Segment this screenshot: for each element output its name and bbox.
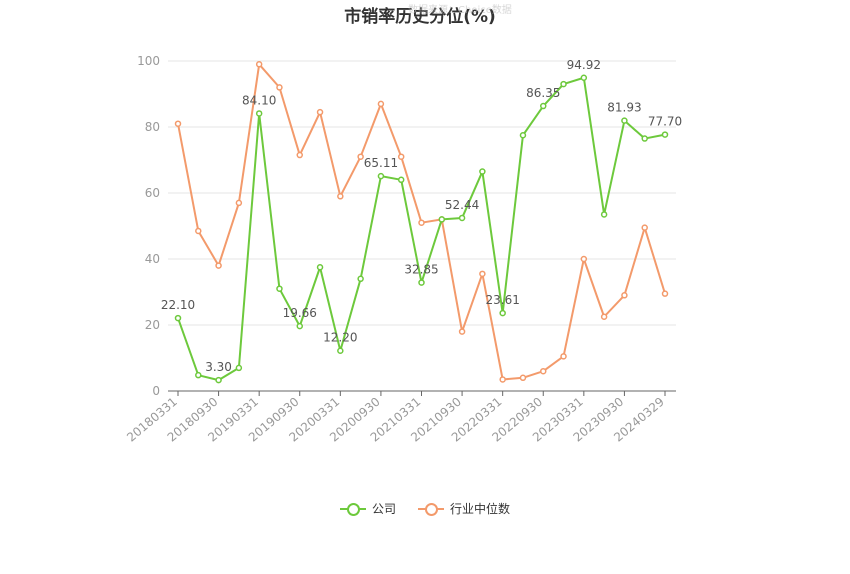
data-point-industry-median[interactable] (458, 328, 466, 335)
data-point-industry-median[interactable] (641, 224, 648, 231)
data-point-industry-median[interactable] (499, 376, 506, 383)
y-tick-label: 60 (145, 186, 160, 200)
watermark-text: 数据来源：Choice数据 (408, 3, 512, 16)
data-point-company[interactable] (235, 364, 243, 372)
data-label: 81.93 (607, 101, 641, 115)
data-point-company[interactable] (438, 216, 446, 223)
data-point-industry-median[interactable] (661, 290, 669, 297)
y-tick-label: 20 (145, 318, 160, 332)
data-point-company[interactable] (458, 214, 466, 222)
data-label: 32.85 (404, 263, 438, 277)
legend-label-company: 公司 (371, 502, 396, 516)
data-point-industry-median[interactable] (276, 84, 283, 91)
data-point-industry-median[interactable] (255, 61, 263, 68)
data-label: 12.20 (323, 331, 357, 345)
legend-item-company[interactable]: 公司 (339, 500, 396, 517)
data-point-company[interactable] (418, 279, 425, 286)
data-label: 84.10 (242, 93, 276, 107)
data-point-industry-median[interactable] (195, 227, 202, 235)
data-point-industry-median[interactable] (600, 313, 608, 320)
data-point-company[interactable] (560, 80, 567, 88)
data-point-company[interactable] (316, 264, 324, 271)
data-point-industry-median[interactable] (580, 255, 588, 263)
data-point-company[interactable] (600, 211, 608, 218)
legend-item-industry-median[interactable]: 行业中位数 (418, 500, 510, 517)
data-point-company[interactable] (174, 314, 182, 322)
data-point-industry-median[interactable] (621, 292, 628, 299)
chart-title: 市销率历史分位(%) (344, 7, 496, 27)
data-point-industry-median[interactable] (235, 199, 243, 207)
data-label: 22.10 (161, 298, 195, 312)
chart-legend: 公司 行业中位数 (0, 500, 850, 517)
data-point-company[interactable] (641, 135, 648, 142)
data-point-company[interactable] (499, 309, 506, 317)
legend-swatch-company-icon (339, 502, 366, 516)
data-point-company[interactable] (479, 168, 486, 175)
data-point-company[interactable] (580, 74, 588, 82)
data-point-industry-median[interactable] (296, 151, 303, 159)
y-tick-label: 80 (145, 120, 160, 134)
data-label: 19.66 (283, 306, 317, 320)
data-label: 3.30 (205, 360, 232, 374)
data-point-industry-median[interactable] (397, 153, 405, 160)
data-label: 77.70 (648, 115, 682, 129)
data-point-industry-median[interactable] (418, 219, 425, 226)
y-tick-label: 100 (137, 54, 160, 68)
data-point-company[interactable] (357, 275, 364, 283)
data-point-company[interactable] (397, 176, 405, 184)
data-label: 65.11 (364, 156, 398, 170)
data-label: 86.35 (526, 86, 560, 100)
data-point-industry-median[interactable] (316, 108, 324, 116)
data-point-industry-median[interactable] (479, 270, 486, 278)
data-point-company[interactable] (540, 102, 547, 110)
data-point-industry-median[interactable] (377, 100, 385, 108)
data-point-company[interactable] (296, 322, 303, 330)
data-point-company[interactable] (621, 117, 628, 124)
data-point-industry-median[interactable] (560, 353, 567, 360)
data-point-company[interactable] (195, 371, 202, 379)
data-point-company[interactable] (661, 131, 669, 138)
y-tick-label: 0 (152, 384, 160, 398)
data-point-industry-median[interactable] (519, 374, 527, 382)
data-label: 23.61 (485, 293, 519, 307)
data-point-company[interactable] (337, 347, 344, 354)
data-point-company[interactable] (215, 376, 222, 384)
data-point-company[interactable] (276, 285, 283, 292)
y-tick-label: 40 (145, 252, 160, 266)
data-point-industry-median[interactable] (357, 153, 364, 160)
data-point-company[interactable] (377, 172, 385, 180)
data-point-industry-median[interactable] (215, 262, 222, 269)
legend-swatch-industry-icon (418, 502, 444, 516)
data-label: 52.44 (445, 198, 479, 212)
data-label: 94.92 (567, 58, 601, 72)
data-point-industry-median[interactable] (174, 120, 182, 127)
legend-label-industry-median: 行业中位数 (450, 502, 511, 516)
data-point-company[interactable] (255, 110, 263, 117)
data-point-industry-median[interactable] (540, 367, 547, 375)
data-point-company[interactable] (519, 132, 527, 139)
data-point-industry-median[interactable] (337, 193, 344, 200)
